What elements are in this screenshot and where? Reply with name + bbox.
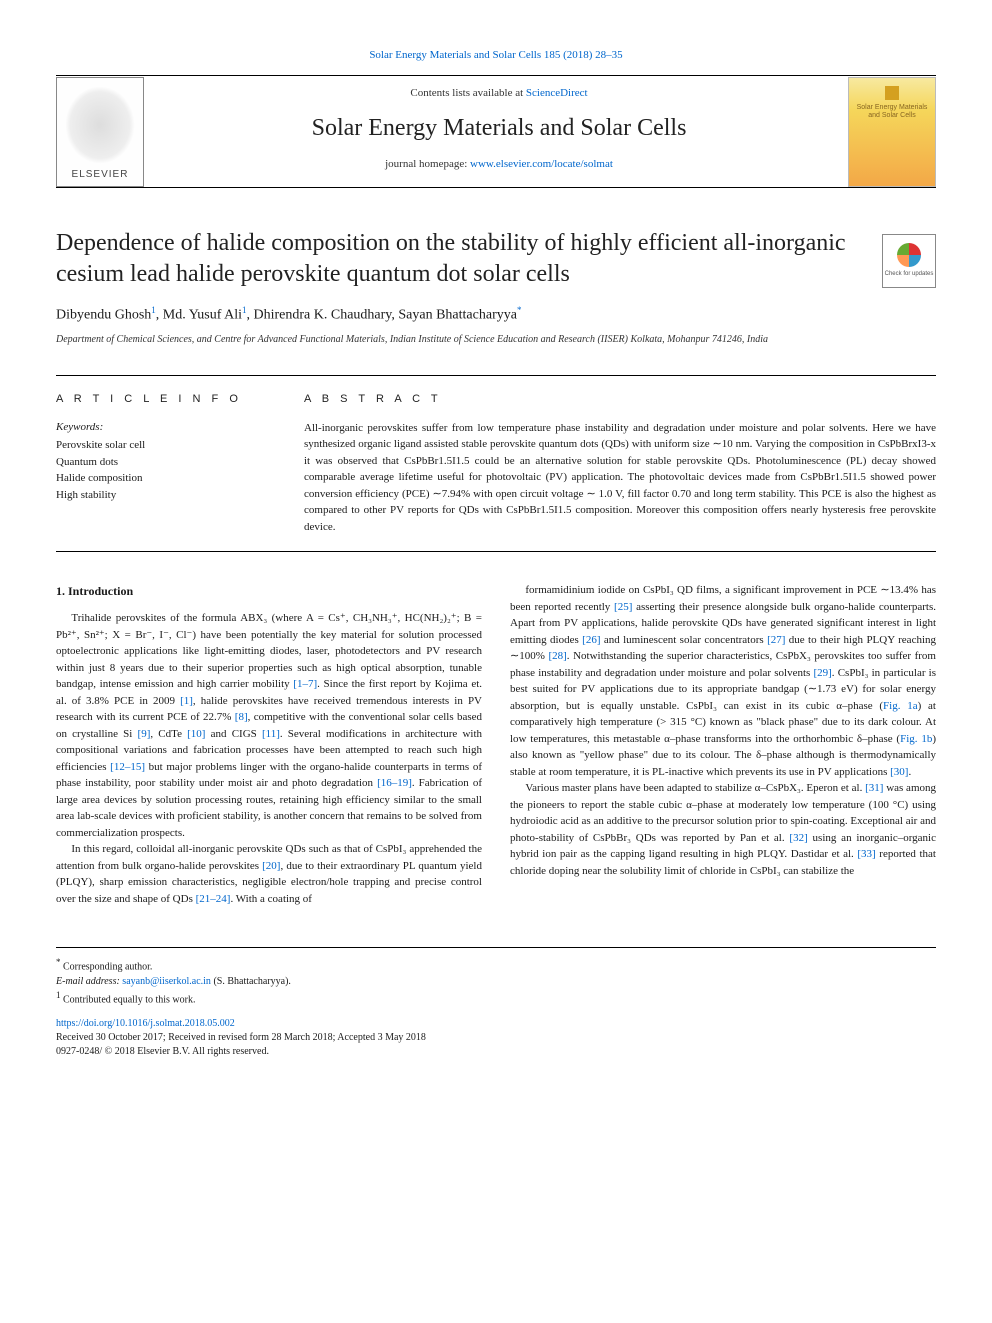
paragraph: Various master plans have been adapted t… (510, 780, 936, 879)
journal-cover-thumb: Solar Energy Materials and Solar Cells (848, 77, 936, 187)
article-info-col: A R T I C L E I N F O Keywords: Perovski… (56, 392, 276, 535)
affiliation: Department of Chemical Sciences, and Cen… (56, 333, 936, 347)
running-head-link[interactable]: Solar Energy Materials and Solar Cells 1… (369, 49, 622, 61)
title-block: Dependence of halide composition on the … (56, 228, 936, 348)
abstract-col: A B S T R A C T All-inorganic perovskite… (304, 392, 936, 535)
sciencedirect-link[interactable]: ScienceDirect (526, 87, 588, 99)
footnote-text: Corresponding author. (63, 962, 152, 973)
running-head: Solar Energy Materials and Solar Cells 1… (56, 48, 936, 63)
paragraph: formamidinium iodide on CsPbI₃ QD films,… (510, 582, 936, 780)
homepage-line: journal homepage: www.elsevier.com/locat… (158, 157, 840, 172)
footnote-mark: * (56, 957, 61, 967)
check-updates-label: Check for updates (885, 270, 934, 278)
keyword: Halide composition (56, 470, 276, 487)
elsevier-tree-icon (65, 86, 135, 164)
homepage-prefix: journal homepage: (385, 158, 470, 170)
email-name: (S. Bhattacharyya). (213, 976, 290, 987)
homepage-link[interactable]: www.elsevier.com/locate/solmat (470, 158, 613, 170)
footnote-text: Contributed equally to this work. (63, 994, 196, 1005)
doi-link[interactable]: https://doi.org/10.1016/j.solmat.2018.05… (56, 1018, 235, 1029)
footer: * Corresponding author. E-mail address: … (56, 947, 936, 1059)
paragraph: In this regard, colloidal all-inorganic … (56, 841, 482, 907)
elsevier-label: ELSEVIER (72, 164, 129, 186)
crossmark-icon (897, 243, 921, 267)
footnote-equal: 1 Contributed equally to this work. (56, 989, 936, 1007)
check-updates-badge[interactable]: Check for updates (882, 234, 936, 288)
authors: Dibyendu Ghosh1, Md. Yusuf Ali1, Dhirend… (56, 304, 936, 325)
doi-line: https://doi.org/10.1016/j.solmat.2018.05… (56, 1017, 936, 1031)
received-line: Received 30 October 2017; Received in re… (56, 1031, 936, 1045)
email-label: E-mail address: (56, 976, 120, 987)
abstract-heading: A B S T R A C T (304, 392, 936, 407)
cover-stamp-icon (885, 86, 899, 100)
body-col-left: 1. Introduction Trihalide perovskites of… (56, 582, 482, 907)
journal-name: Solar Energy Materials and Solar Cells (158, 112, 840, 146)
info-abstract-row: A R T I C L E I N F O Keywords: Perovski… (56, 375, 936, 535)
keywords-list: Perovskite solar cell Quantum dots Halid… (56, 437, 276, 503)
body-columns: 1. Introduction Trihalide perovskites of… (56, 582, 936, 907)
footnote-mark: 1 (56, 990, 61, 1000)
keyword: Perovskite solar cell (56, 437, 276, 454)
cover-text: Solar Energy Materials and Solar Cells (853, 104, 931, 121)
keywords-label: Keywords: (56, 420, 276, 435)
contents-line: Contents lists available at ScienceDirec… (158, 86, 840, 101)
keyword: High stability (56, 487, 276, 504)
body-col-right: formamidinium iodide on CsPbI₃ QD films,… (510, 582, 936, 907)
contents-prefix: Contents lists available at (410, 87, 525, 99)
keyword: Quantum dots (56, 454, 276, 471)
banner-center: Contents lists available at ScienceDirec… (150, 76, 848, 186)
journal-banner: ELSEVIER Contents lists available at Sci… (56, 75, 936, 187)
elsevier-logo: ELSEVIER (56, 77, 144, 187)
email-link[interactable]: sayanb@iiserkol.ac.in (122, 976, 211, 987)
section-heading-intro: 1. Introduction (56, 582, 482, 600)
abstract-text: All-inorganic perovskites suffer from lo… (304, 420, 936, 536)
footnote-corresponding: * Corresponding author. (56, 956, 936, 974)
paragraph: Trihalide perovskites of the formula ABX… (56, 610, 482, 841)
copyright-line: 0927-0248/ © 2018 Elsevier B.V. All righ… (56, 1045, 936, 1059)
article-title: Dependence of halide composition on the … (56, 228, 936, 290)
rule (56, 551, 936, 552)
footnote-email: E-mail address: sayanb@iiserkol.ac.in (S… (56, 975, 936, 989)
article-info-heading: A R T I C L E I N F O (56, 392, 276, 407)
